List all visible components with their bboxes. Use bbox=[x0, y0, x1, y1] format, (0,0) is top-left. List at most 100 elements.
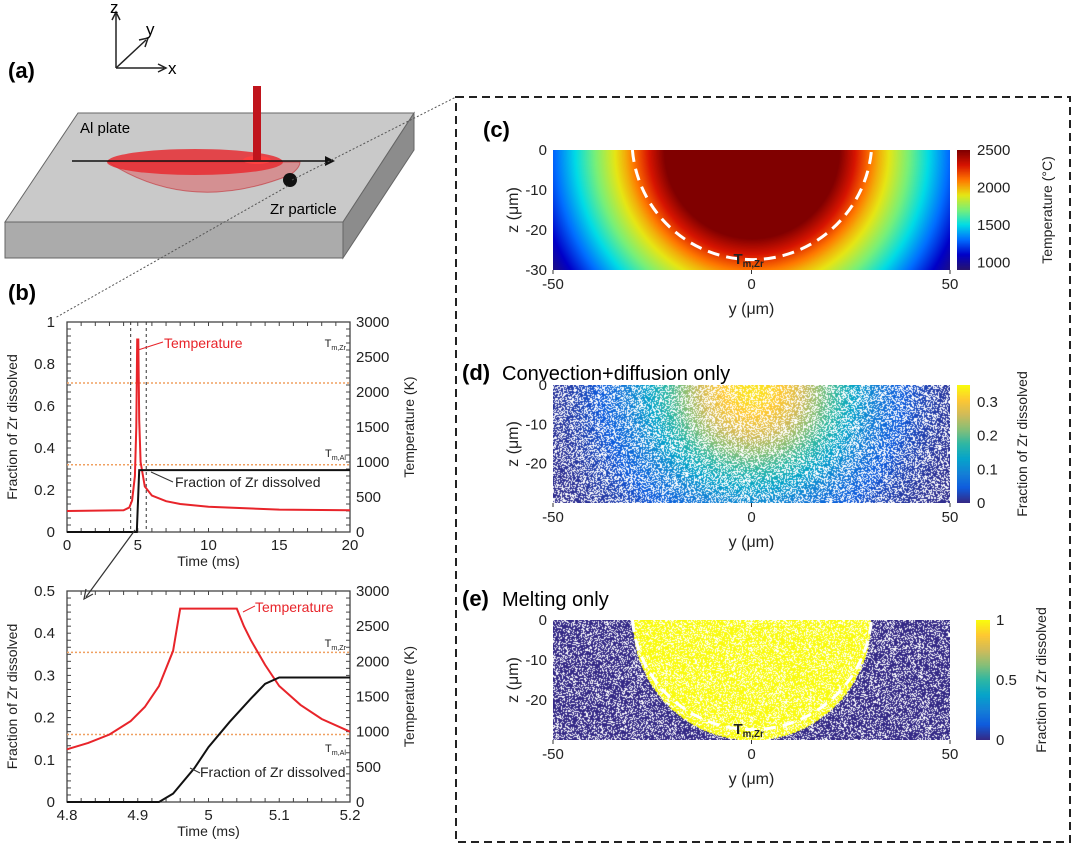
melting-point-label: Tm,Zr bbox=[325, 638, 347, 652]
melting-point-label-sub: m,Zr bbox=[331, 344, 346, 352]
y-tick-label: 0 bbox=[539, 612, 547, 629]
melting-point-label-sub: m,Zr bbox=[331, 644, 346, 652]
colorbar-tick-label: 0.2 bbox=[977, 428, 998, 445]
y2-tick-label: 0 bbox=[356, 524, 364, 541]
x-tick-label: 0 bbox=[747, 276, 755, 293]
y-tick-label: -20 bbox=[525, 692, 547, 709]
y-tick-label: 0.3 bbox=[34, 667, 55, 684]
y-axis-label: z (μm) bbox=[505, 657, 522, 703]
y-tick-label: 0 bbox=[539, 142, 547, 159]
series-line-temperature bbox=[66, 607, 351, 751]
x-tick-label: 4.9 bbox=[127, 807, 148, 824]
melt-pool bbox=[107, 149, 283, 175]
x-tick-label: -50 bbox=[542, 509, 564, 526]
zr-particle bbox=[283, 173, 297, 187]
detail-dashed-box bbox=[455, 96, 1071, 843]
y-axis-arrow bbox=[115, 39, 147, 69]
y-tick-label: 0.6 bbox=[34, 398, 55, 415]
x-tick-label: 50 bbox=[942, 509, 959, 526]
y-tick-label: -10 bbox=[525, 652, 547, 669]
y-tick-label: 0.2 bbox=[34, 482, 55, 499]
melting-point-label: Tm,Al bbox=[325, 743, 346, 757]
series-line-fraction bbox=[67, 469, 350, 533]
x-tick-label: -50 bbox=[542, 276, 564, 293]
colorbar-label: Fraction of Zr dissolved bbox=[1014, 371, 1030, 517]
melting-point-label-sub: m,Al bbox=[332, 454, 347, 462]
colorbar-tick-label: 2500 bbox=[977, 142, 1010, 159]
x-tick-label: 50 bbox=[942, 746, 959, 763]
x-axis-label: x bbox=[168, 59, 177, 78]
y-tick-label: 0 bbox=[539, 377, 547, 394]
y2-axis-label: Temperature (K) bbox=[401, 376, 417, 477]
plate-label: Al plate bbox=[80, 120, 130, 137]
y2-tick-label: 0 bbox=[356, 794, 364, 811]
heatmap-c-axes: -50 0 50 0 -10 -20 -30 y (μm) z (μm) 1000 1500 2000… bbox=[505, 142, 1055, 318]
y2-tick-label: 500 bbox=[356, 489, 381, 506]
schematic-panel-a: (a) z y x Al plate Zr particle bbox=[4, 0, 457, 319]
x-axis-label: y (μm) bbox=[729, 534, 775, 551]
colorbar-tick-label: 1000 bbox=[977, 255, 1010, 272]
panel-label-b: (b) bbox=[8, 280, 36, 305]
colorbar-tick-label: 0 bbox=[996, 732, 1004, 749]
y-axis-label: Fraction of Zr dissolved bbox=[4, 354, 20, 500]
y-axis-label: z (μm) bbox=[505, 187, 522, 233]
x-axis-label: y (μm) bbox=[729, 771, 775, 788]
colorbar-tick-label: 1 bbox=[996, 612, 1004, 629]
series-leader-line bbox=[189, 767, 201, 774]
panel-title-e: Melting only bbox=[502, 589, 609, 611]
x-tick-label: 20 bbox=[342, 537, 359, 554]
x-tick-label: -50 bbox=[542, 746, 564, 763]
x-tick-label: 0 bbox=[747, 509, 755, 526]
x-tick-label: 0 bbox=[63, 537, 71, 554]
chart-b-full: 0 5 10 15 2000.20.40.60.81050010001500200025… bbox=[4, 314, 417, 569]
plot-frame bbox=[66, 321, 351, 533]
series-label: Fraction of Zr dissolved bbox=[175, 474, 321, 490]
series-label: Temperature bbox=[164, 335, 243, 351]
y-tick-label: 0 bbox=[47, 794, 55, 811]
y-tick-label: -20 bbox=[525, 456, 547, 473]
melting-point-label: Tm,Al bbox=[325, 448, 346, 462]
x-axis-label: Time (ms) bbox=[177, 553, 239, 569]
y-axis-label: z (μm) bbox=[505, 421, 522, 467]
coordinate-axes bbox=[111, 10, 168, 73]
y-axis-label: Fraction of Zr dissolved bbox=[4, 624, 20, 770]
melting-point-label-base: T bbox=[325, 638, 332, 650]
series-leader-line bbox=[137, 341, 164, 351]
temperature-heatmap bbox=[553, 150, 950, 270]
y-arrowhead bbox=[138, 36, 150, 48]
colorbar-fraction-d bbox=[957, 385, 970, 503]
chart-b-zoom: 4.8 4.9 5 5.1 5.200.10.20.30.40.505001000150… bbox=[4, 583, 417, 839]
series-line-temperature bbox=[66, 338, 351, 512]
y-tick-label: 0.5 bbox=[34, 583, 55, 600]
y2-tick-label: 1000 bbox=[356, 724, 389, 741]
zoom-guide-line-bottom bbox=[54, 185, 289, 319]
x-arrowhead bbox=[157, 63, 168, 73]
heatmap-e-axes: -50 0 50 0 -10 -20 y (μm) z (μm) 0 0.5 1 Fraction o… bbox=[505, 607, 1049, 788]
scan-arrowhead bbox=[325, 156, 335, 166]
melting-point-label: Tm,Zr bbox=[325, 338, 347, 352]
y2-tick-label: 1500 bbox=[356, 419, 389, 436]
y-tick-label: -30 bbox=[525, 262, 547, 279]
colorbar-tick-label: 1500 bbox=[977, 217, 1010, 234]
z-arrowhead bbox=[111, 10, 121, 21]
colorbar-label: Temperature (°C) bbox=[1039, 156, 1055, 264]
y-axis-label: y bbox=[146, 20, 155, 39]
x-tick-label: 10 bbox=[200, 537, 217, 554]
series-label: Fraction of Zr dissolved bbox=[200, 764, 346, 780]
y2-tick-label: 500 bbox=[356, 759, 381, 776]
melting-point-label-base: T bbox=[325, 743, 332, 755]
colorbar-tick-label: 2000 bbox=[977, 180, 1010, 197]
y-tick-label: 0.4 bbox=[34, 625, 55, 642]
y2-tick-label: 2500 bbox=[356, 349, 389, 366]
y-tick-label: 0.4 bbox=[34, 440, 55, 457]
colorbar-label: Fraction of Zr dissolved bbox=[1033, 607, 1049, 753]
y-tick-label: 0.2 bbox=[34, 710, 55, 727]
y2-axis-label: Temperature (K) bbox=[401, 646, 417, 747]
x-tick-label: 5.1 bbox=[269, 807, 290, 824]
plate-front-face bbox=[4, 221, 344, 259]
particle-label: Zr particle bbox=[270, 201, 337, 218]
panel-label-d: (d) bbox=[462, 360, 490, 385]
x-tick-label: 4.8 bbox=[57, 807, 78, 824]
x-tick-label: 5.2 bbox=[340, 807, 361, 824]
melting-point-label-sub: m,Al bbox=[332, 749, 347, 757]
